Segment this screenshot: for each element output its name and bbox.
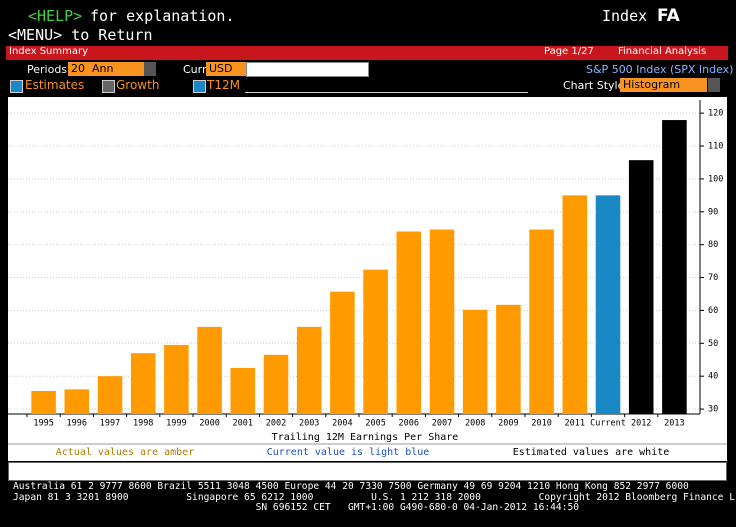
x-tick-label: 1998: [133, 419, 153, 429]
periods-label: Periods: [27, 63, 68, 76]
y-tick-label: 80: [708, 240, 718, 250]
x-tick-label: 2000: [199, 419, 219, 429]
x-tick-label: 1995: [33, 419, 53, 429]
bar: [197, 326, 222, 414]
footer-line: Australia 61 2 9777 8600 Brazil 5511 304…: [13, 481, 689, 492]
underline: [245, 92, 528, 93]
growth-label: Growth: [116, 78, 160, 92]
x-tick-label: 2003: [299, 419, 319, 429]
chart-style-label: Chart Style: [563, 79, 625, 92]
bar: [164, 344, 189, 414]
y-tick-label: 100: [708, 174, 723, 184]
help-key[interactable]: <HELP>: [28, 7, 83, 25]
y-tick-label: 60: [708, 306, 718, 316]
x-tick-label: 1997: [100, 419, 120, 429]
bar: [429, 229, 455, 414]
currency-field[interactable]: [246, 62, 369, 77]
x-tick-label: 2006: [399, 419, 419, 429]
estimates-checkbox[interactable]: [10, 80, 23, 93]
x-tick-label: 1996: [67, 419, 87, 429]
legend-note: Current value is light blue: [267, 447, 430, 458]
bar: [595, 195, 621, 414]
x-axis-title: Trailing 12M Earnings Per Share: [272, 432, 459, 443]
title-bar: [6, 46, 728, 60]
x-tick-label: 2009: [498, 419, 518, 429]
x-tick-label: Current: [590, 419, 626, 429]
x-tick-label: 2012: [631, 419, 651, 429]
x-tick-label: 2010: [531, 419, 551, 429]
bar: [130, 353, 156, 414]
y-tick-label: 120: [708, 109, 723, 119]
bar: [628, 160, 654, 414]
bar: [97, 376, 123, 414]
bar: [64, 389, 90, 414]
help-text: for explanation.: [90, 7, 235, 25]
chart: 30 40 50 60 70 80 90 100 110 120 1995 1996 1997 1998 1…: [8, 97, 727, 461]
page-indicator: Page 1/27: [544, 46, 594, 57]
x-tick-label: 2005: [365, 419, 385, 429]
function-code: FA: [657, 6, 680, 26]
dropdown-arrow[interactable]: [708, 78, 720, 92]
bar: [363, 269, 388, 414]
title-right: Financial Analysis: [618, 46, 707, 57]
footer-line: SN 696152 CET GMT+1:00 G490-680-0 04-Jan…: [13, 502, 580, 513]
legend-note: Estimated values are white: [513, 447, 670, 458]
t12m-label: T12M: [207, 78, 240, 92]
x-tick-label: 1999: [166, 419, 186, 429]
bar: [330, 291, 355, 414]
x-tick-label: 2002: [266, 419, 286, 429]
periodicity-dropdown[interactable]: Ann: [89, 62, 146, 76]
chart-style-dropdown[interactable]: Histogram: [620, 78, 707, 92]
bar: [31, 390, 56, 414]
y-tick-label: 110: [708, 142, 723, 152]
footer: Australia 61 2 9777 8600 Brazil 5511 304…: [13, 481, 736, 514]
currency-input[interactable]: USD: [206, 62, 246, 76]
growth-checkbox[interactable]: [102, 80, 115, 93]
x-tick-label: 2008: [465, 419, 485, 429]
bar: [263, 354, 289, 414]
bar: [496, 304, 521, 414]
footer-line: Japan 81 3 3201 8900 Singapore 65 6212 1…: [13, 491, 736, 503]
y-tick-label: 70: [708, 273, 718, 283]
legend-note: Actual values are amber: [56, 447, 194, 458]
y-tick-label: 90: [708, 207, 718, 217]
y-tick-label: 30: [708, 405, 718, 415]
menu-line[interactable]: <MENU> to Return: [8, 26, 153, 44]
empty-box: [8, 462, 727, 481]
bar: [529, 229, 554, 414]
x-tick-label: 2004: [332, 419, 352, 429]
x-tick-label: 2013: [664, 419, 684, 429]
x-tick-label: 2001: [233, 419, 253, 429]
bar: [562, 195, 588, 414]
y-tick-label: 50: [708, 339, 718, 349]
y-tick-label: 40: [708, 372, 718, 382]
x-tick-label: 2011: [565, 419, 585, 429]
periods-input[interactable]: 20: [68, 62, 89, 76]
bar: [462, 309, 488, 414]
security-name: S&P 500 Index (SPX Index): [586, 63, 734, 76]
curr-label: Curr: [183, 63, 207, 76]
t12m-checkbox[interactable]: [193, 80, 206, 93]
screen-name: Index: [602, 7, 648, 25]
title-left: Index Summary: [9, 46, 89, 57]
bar: [396, 231, 422, 414]
bar: [662, 120, 687, 414]
x-tick-label: 2007: [432, 419, 452, 429]
bar: [296, 326, 322, 414]
bar: [230, 367, 256, 414]
dropdown-arrow[interactable]: [144, 62, 156, 76]
estimates-label: Estimates: [25, 78, 85, 92]
